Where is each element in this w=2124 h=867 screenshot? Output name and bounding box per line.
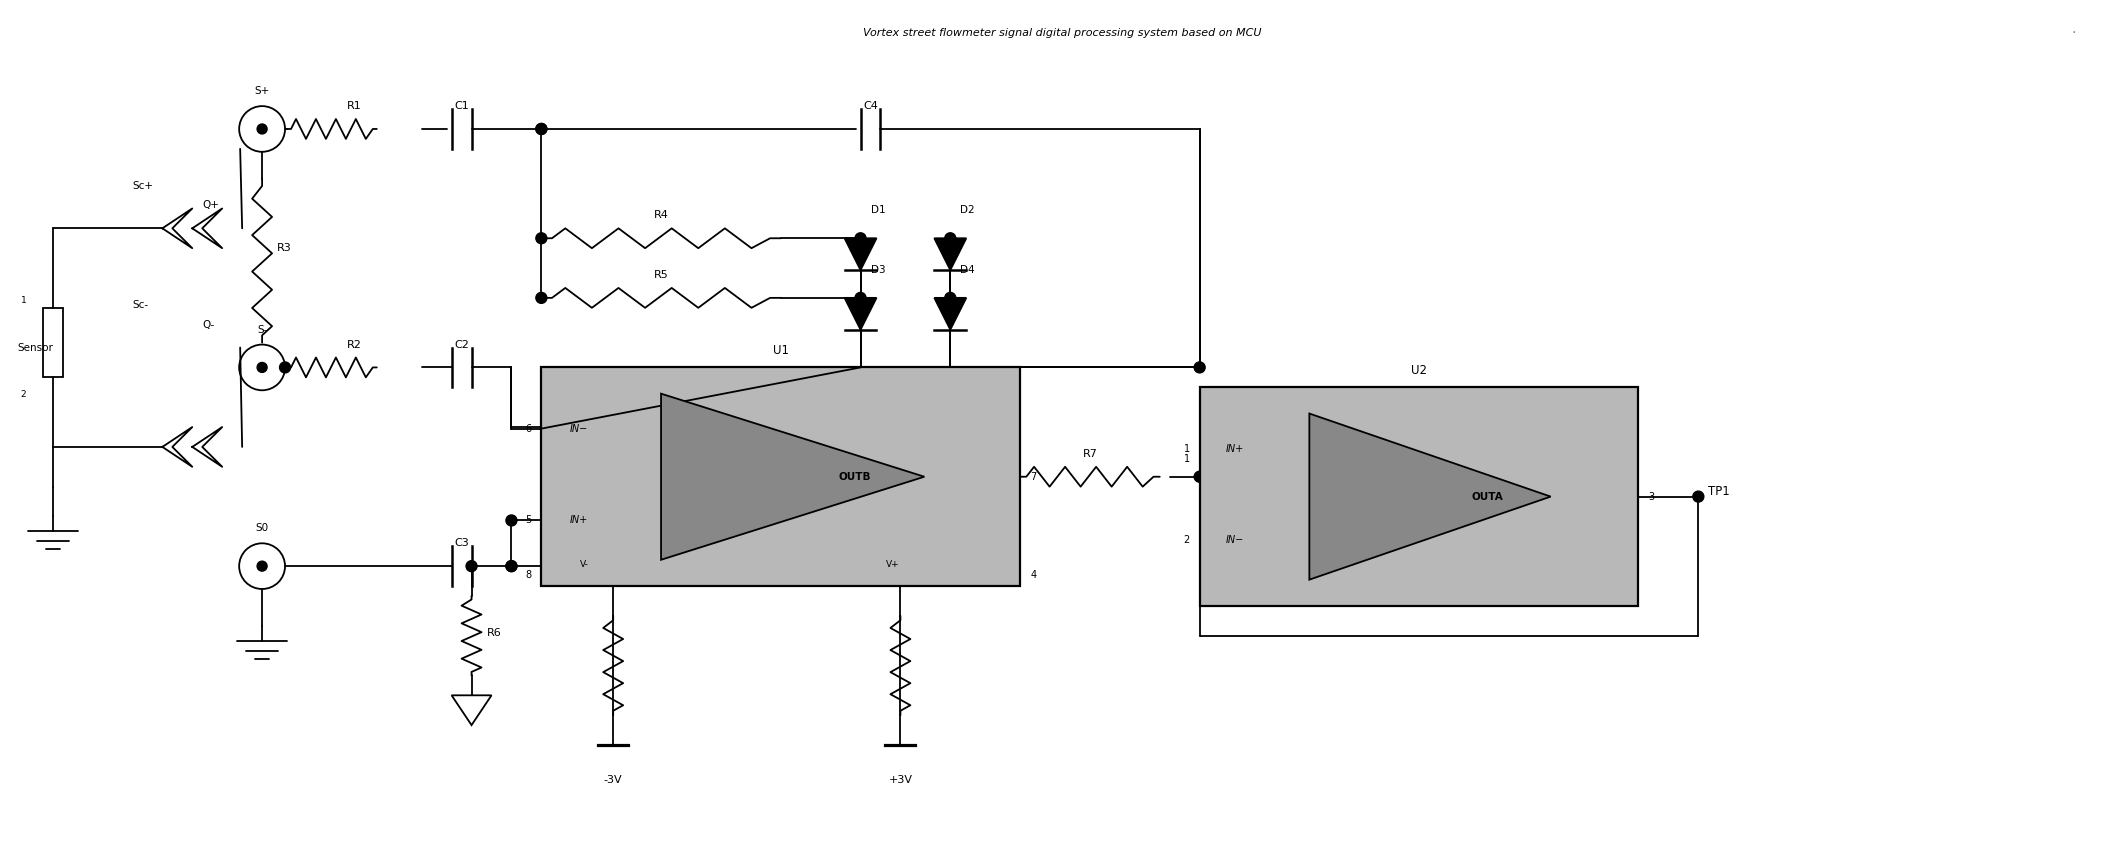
Text: D2: D2 [960, 205, 975, 215]
Text: R5: R5 [654, 270, 669, 280]
Text: U1: U1 [773, 344, 788, 357]
Circle shape [1194, 362, 1204, 373]
Circle shape [535, 233, 546, 244]
Circle shape [280, 362, 291, 373]
Text: Sc-: Sc- [132, 300, 149, 310]
Circle shape [506, 515, 516, 526]
Text: 3: 3 [1648, 492, 1655, 502]
Text: IN+: IN+ [569, 516, 588, 525]
Text: S+: S+ [255, 86, 270, 96]
Circle shape [257, 124, 268, 134]
Text: 1: 1 [21, 296, 25, 305]
Circle shape [257, 362, 268, 373]
Text: OUTB: OUTB [839, 472, 871, 482]
Text: C3: C3 [455, 538, 469, 548]
Circle shape [856, 292, 867, 303]
Text: 2: 2 [21, 390, 25, 399]
Bar [1200, 388, 1638, 606]
Text: D3: D3 [871, 265, 886, 275]
Text: C4: C4 [862, 101, 877, 111]
Polygon shape [661, 394, 924, 560]
Text: 4: 4 [1030, 570, 1037, 580]
Text: TP1: TP1 [1708, 486, 1731, 499]
Circle shape [1194, 472, 1204, 482]
Text: R3: R3 [276, 244, 291, 253]
Text: 1: 1 [1183, 453, 1189, 464]
Circle shape [257, 561, 268, 571]
Circle shape [535, 123, 546, 134]
Text: R1: R1 [346, 101, 361, 111]
Text: +3V: +3V [888, 775, 913, 785]
Polygon shape [935, 238, 966, 270]
Text: 8: 8 [525, 570, 531, 580]
Text: .: . [2071, 22, 2075, 36]
Circle shape [945, 292, 956, 303]
Polygon shape [1308, 414, 1551, 580]
Circle shape [506, 561, 516, 571]
Text: Sc+: Sc+ [132, 180, 153, 191]
Text: U2: U2 [1410, 364, 1427, 377]
Text: D4: D4 [960, 265, 975, 275]
Text: IN−: IN− [569, 424, 588, 434]
Text: 5: 5 [525, 516, 531, 525]
Text: 7: 7 [1030, 472, 1037, 482]
Text: 1: 1 [1183, 444, 1189, 453]
Text: 6: 6 [525, 424, 531, 434]
Polygon shape [935, 298, 966, 329]
Polygon shape [845, 238, 877, 270]
Text: Sensor: Sensor [17, 342, 53, 353]
Text: Q-: Q- [202, 320, 215, 329]
Bar [542, 368, 1020, 586]
Text: R6: R6 [486, 628, 501, 638]
Text: D1: D1 [871, 205, 886, 215]
Text: OUTA: OUTA [1472, 492, 1504, 502]
Circle shape [535, 292, 546, 303]
Circle shape [1693, 491, 1703, 502]
Text: R2: R2 [346, 340, 361, 349]
Text: V+: V+ [886, 560, 901, 569]
Text: V-: V- [580, 560, 588, 569]
Text: R4: R4 [654, 211, 669, 220]
Text: IN+: IN+ [1226, 444, 1245, 453]
Polygon shape [845, 298, 877, 329]
Text: Vortex street flowmeter signal digital processing system based on MCU: Vortex street flowmeter signal digital p… [862, 28, 1262, 37]
Text: R7: R7 [1083, 449, 1098, 459]
Circle shape [465, 561, 478, 571]
Circle shape [945, 233, 956, 244]
Text: 2: 2 [1183, 535, 1189, 545]
Circle shape [535, 123, 546, 134]
Text: Q+: Q+ [202, 200, 219, 211]
Text: S-: S- [257, 324, 268, 335]
Text: C2: C2 [455, 340, 469, 349]
Text: C1: C1 [455, 101, 469, 111]
Circle shape [506, 561, 516, 571]
Text: -3V: -3V [603, 775, 622, 785]
Text: S0: S0 [255, 524, 268, 533]
Circle shape [856, 233, 867, 244]
Bar [42, 308, 62, 377]
Text: IN−: IN− [1226, 535, 1245, 545]
